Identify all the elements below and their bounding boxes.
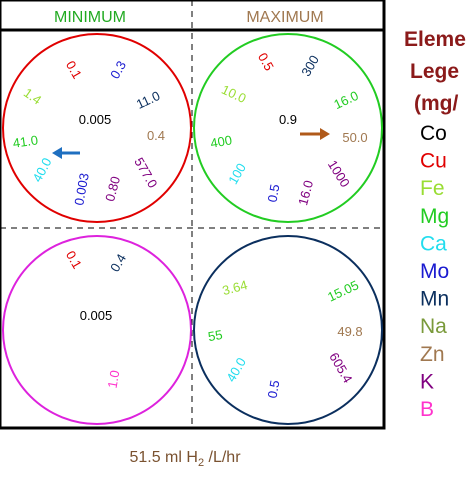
legend-title-line-3: (mg/ <box>414 92 458 115</box>
flow-rate-label: 51.5 ml H2 /L/hr <box>129 449 241 469</box>
minimum-top-circle <box>2 33 192 223</box>
legend-title-line-2: Lege <box>410 60 459 83</box>
br-fe-value: 3.64 <box>221 277 249 298</box>
tr-mo-value: 0.5 <box>265 183 283 203</box>
bottom-right-values: 3.64 15.05 55 49.8 40.0 605.4 0.5 <box>207 277 363 399</box>
legend-item-k: K <box>420 370 434 393</box>
minimum-bottom-circle <box>2 235 192 425</box>
tr-mg2-value: 400 <box>209 132 233 151</box>
increase-arrow-icon <box>300 128 330 140</box>
br-mg2-value: 55 <box>207 327 224 344</box>
maximum-header: MAXIMUM <box>246 9 323 26</box>
maximum-top-circle <box>193 33 383 223</box>
bl-cu-value: 0.1 <box>63 248 85 271</box>
tl-zn-value: 0.4 <box>147 128 165 143</box>
legend: Eleme Lege (mg/ Co Cu Fe Mg Ca Mo Mn Na Zn KB <box>404 28 466 421</box>
tl-mn-value: 11.0 <box>134 88 162 112</box>
tl-co-value: 0.005 <box>79 112 112 127</box>
tl-k-value: 0.80 <box>102 175 123 203</box>
bl-mn-value: 0.4 <box>107 251 129 274</box>
legend-item-ca: Ca <box>420 232 447 255</box>
tl-ca-value: 40.0 <box>29 155 54 184</box>
maximum-bottom-circle <box>193 235 383 425</box>
tr-co-value: 0.9 <box>279 112 297 127</box>
legend-item-mg: Mg <box>420 205 449 228</box>
tr-zn-value: 50.0 <box>342 130 367 145</box>
br-k-value: 605.4 <box>326 350 355 386</box>
legend-item-mo: Mo <box>420 260 449 283</box>
br-mo-value: 0.5 <box>265 379 283 399</box>
bl-co-value: 0.005 <box>80 308 113 323</box>
bl-b-value: 1.0 <box>105 369 123 389</box>
tl-mo-value: 0.3 <box>107 58 129 81</box>
tr-na-value: 1000 <box>325 157 353 189</box>
flow-rate-prefix: 51.5 ml H <box>129 449 197 466</box>
legend-item-co: Co <box>420 122 447 145</box>
tr-mg-value: 16.0 <box>331 88 360 112</box>
tl-na-value: 577.0 <box>131 155 160 191</box>
decrease-arrow-icon <box>52 147 80 159</box>
br-zn-value: 49.8 <box>337 324 362 339</box>
tr-cu-value: 0.5 <box>255 50 277 73</box>
legend-item-cu: Cu <box>420 150 447 173</box>
br-ca-value: 40.0 <box>223 355 249 384</box>
legend-item-zn: Zn <box>420 343 445 366</box>
flow-rate-suffix: /L/hr <box>204 449 241 466</box>
legend-title-line-1: Eleme <box>404 28 466 51</box>
legend-items: Co Cu Fe Mg Ca Mo Mn Na Zn KB <box>420 122 449 421</box>
legend-item-b: B <box>420 398 434 421</box>
tr-ca-value: 100 <box>225 161 249 187</box>
bottom-left-values: 0.1 0.4 0.005 1.0 <box>63 248 129 389</box>
br-mg-value: 15.05 <box>325 277 361 304</box>
tl-mo2-value: 0.003 <box>71 172 91 207</box>
minimum-header: MINIMUM <box>54 9 126 26</box>
flow-rate-subscript: 2 <box>198 457 204 469</box>
tl-mg-value: 41.0 <box>12 132 39 150</box>
tr-fe-value: 10.0 <box>219 82 248 106</box>
legend-item-na: Na <box>420 315 447 338</box>
tr-mn-value: 300 <box>298 53 322 79</box>
legend-item-mn: Mn <box>420 288 449 311</box>
legend-item-fe: Fe <box>420 177 445 200</box>
tl-fe-value: 1.4 <box>21 85 44 108</box>
top-right-values: 0.5 300 10.0 16.0 400 0.9 50.0 100 1000 … <box>209 50 367 207</box>
top-left-values: 0.1 0.3 1.4 11.0 0.005 41.0 0.4 40.0 577… <box>12 58 165 206</box>
tl-cu-value: 0.1 <box>63 58 85 81</box>
tr-k-value: 16.0 <box>295 179 316 207</box>
outer-frame <box>0 0 386 430</box>
